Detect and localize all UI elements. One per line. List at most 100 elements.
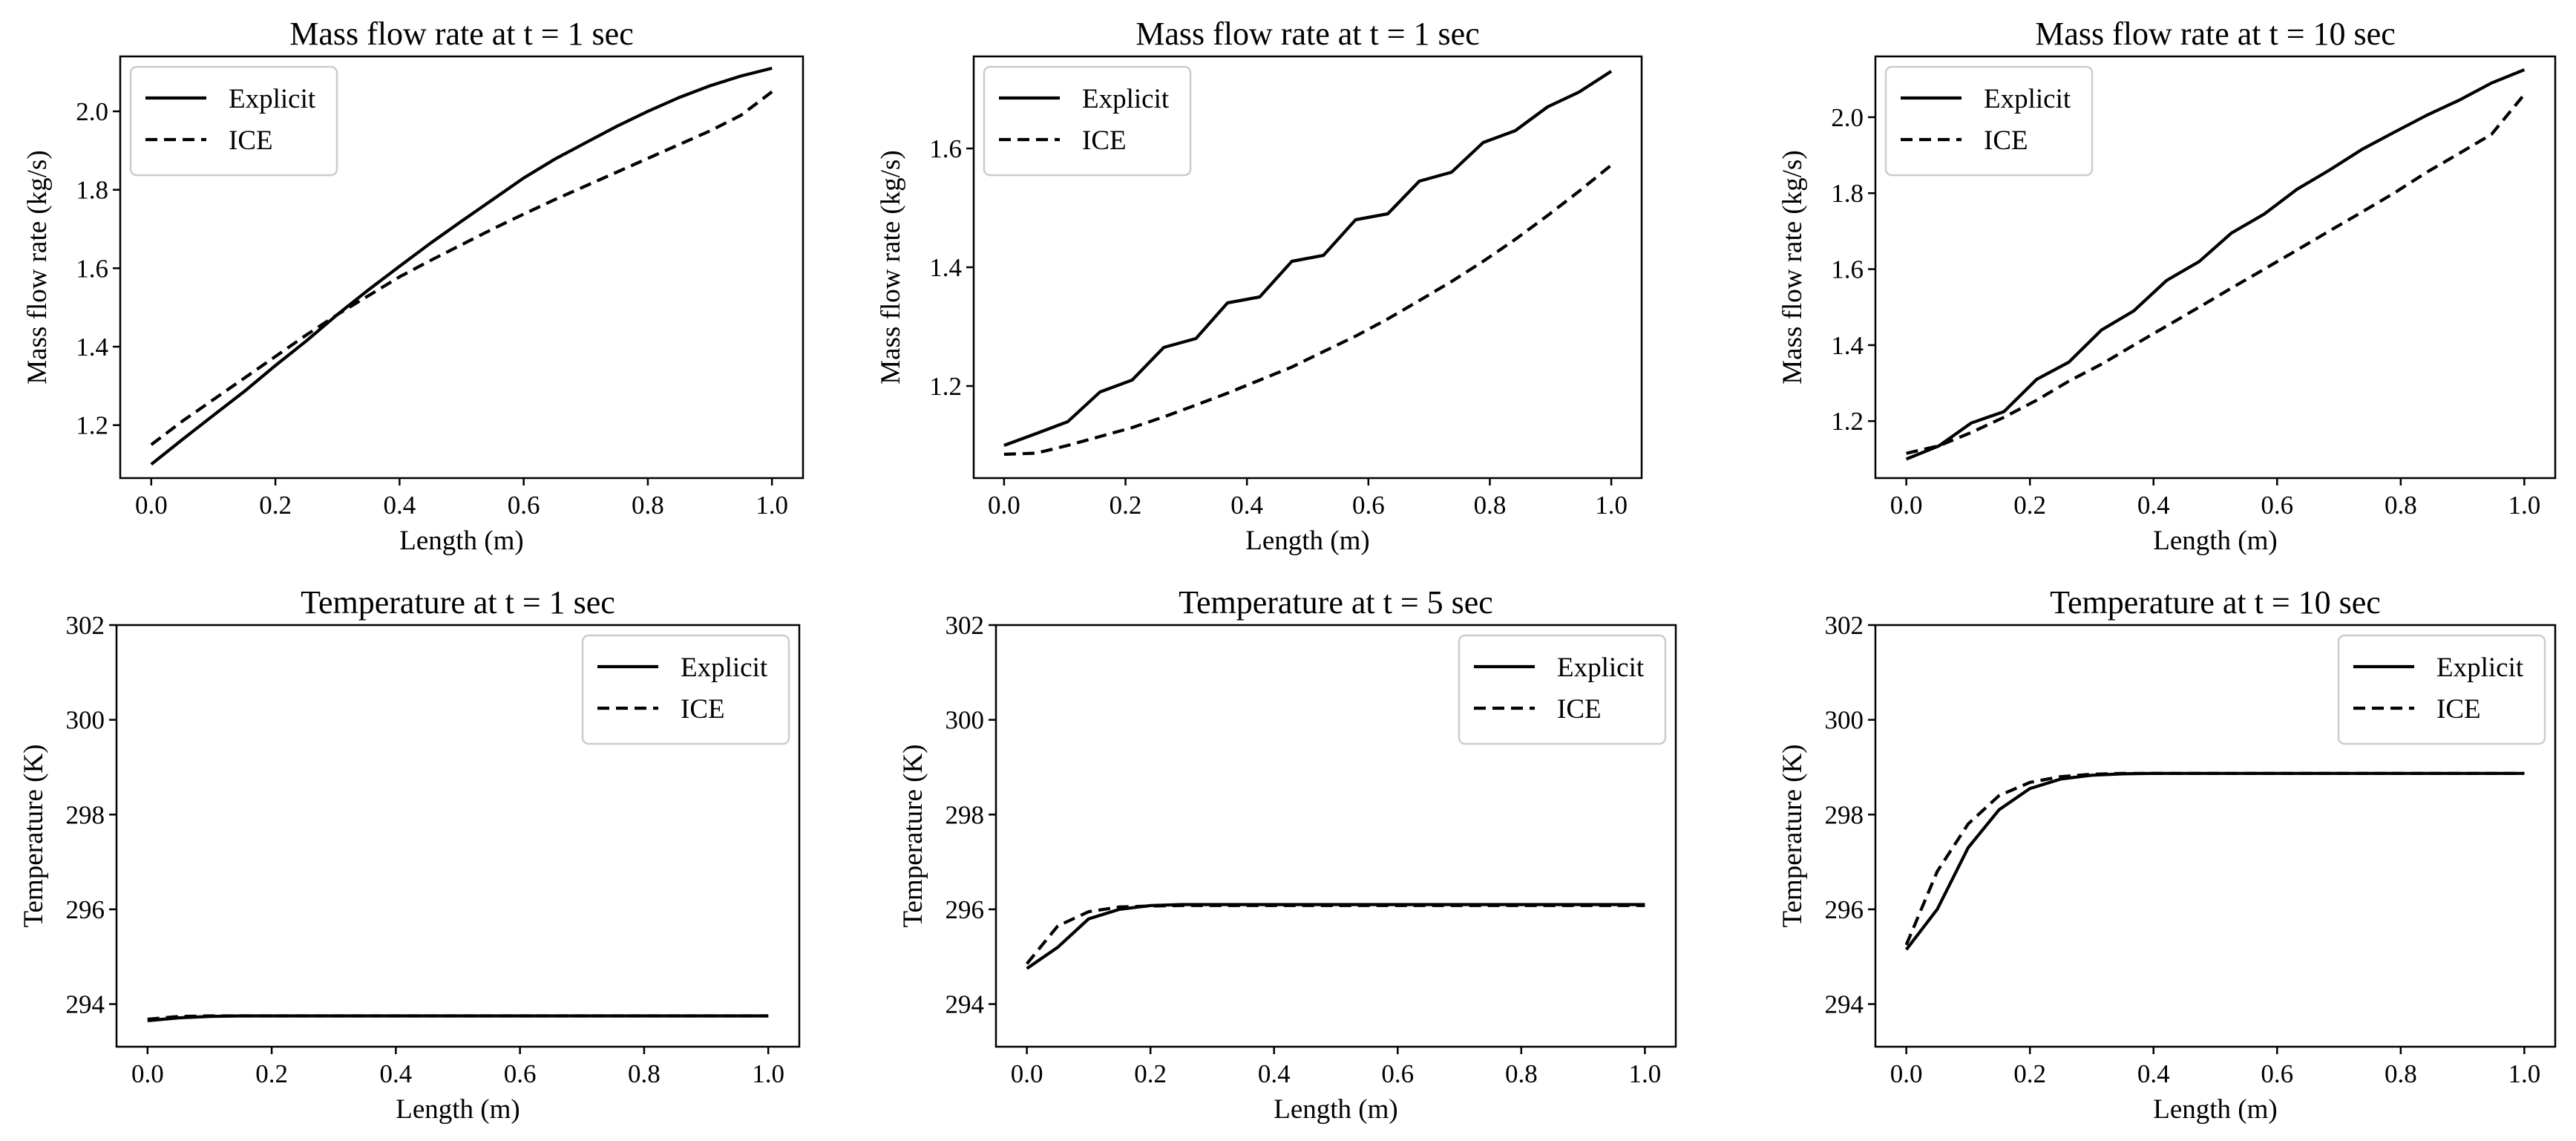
- y-axis-label: Mass flow rate (kg/s): [876, 150, 906, 384]
- x-tick-label: 0.0: [988, 491, 1020, 520]
- x-tick-label: 0.4: [379, 1059, 412, 1088]
- x-tick-label: 0.2: [2013, 1059, 2046, 1088]
- x-tick-label: 0.2: [2013, 491, 2046, 520]
- y-axis-label: Temperature (K): [1777, 744, 1808, 927]
- y-tick-label: 2.0: [76, 97, 108, 126]
- x-tick-label: 0.4: [1230, 491, 1263, 520]
- y-tick-label: 296: [1825, 895, 1864, 924]
- legend-label-explicit: Explicit: [1557, 653, 1645, 683]
- series-line-ice: [1904, 771, 2525, 946]
- x-axis-label: Length (m): [399, 526, 523, 556]
- legend-label-ice: ICE: [2436, 694, 2481, 725]
- subplot-2: 0.0 0.2 0.4 0.6 0.8 1.0 1.2 1.4 1.6 Mass flow rat…: [876, 16, 1643, 556]
- axes-frame: [1874, 624, 2557, 1048]
- x-tick-label: 0.4: [2137, 491, 2170, 520]
- series-line-explicit: [1026, 903, 1645, 970]
- legend-box: [129, 65, 338, 177]
- y-tick-label: 1.8: [1831, 179, 1864, 208]
- x-tick-label: 0.0: [131, 1059, 164, 1088]
- series-line-explicit: [1905, 68, 2526, 461]
- x-tick-label: 0.6: [2261, 491, 2293, 520]
- x-tick-label: 0.8: [2385, 491, 2417, 520]
- legend-label-ice: ICE: [1082, 125, 1127, 156]
- y-axis-label: Mass flow rate (kg/s): [22, 150, 53, 384]
- x-tick-label: 0.8: [632, 491, 664, 520]
- axes-frame: [994, 624, 1677, 1048]
- y-tick-label: 296: [945, 895, 985, 924]
- series-line-ice: [1003, 163, 1613, 457]
- legend: Explicit ICE: [1458, 634, 1667, 745]
- y-tick-label: 296: [66, 895, 105, 924]
- x-tick-label: 0.8: [2385, 1059, 2417, 1088]
- x-tick-label: 1.0: [2508, 491, 2540, 520]
- legend-label-explicit: Explicit: [1082, 84, 1170, 114]
- legend-label-ice: ICE: [1984, 125, 2028, 156]
- y-tick-label: 302: [66, 611, 105, 640]
- x-axis-label: Length (m): [1274, 1094, 1397, 1125]
- y-tick-label: 300: [945, 706, 985, 735]
- subplot-1: 0.0 0.2 0.4 0.6 0.8 1.0 1.2 1.4 1.6 1.8 2.0 Mass fl…: [22, 16, 804, 556]
- legend: Explicit ICE: [581, 634, 790, 745]
- legend-box: [1458, 634, 1667, 745]
- legend-label-explicit: Explicit: [2436, 653, 2524, 683]
- subplot-3: 0.0 0.2 0.4 0.6 0.8 1.0 1.2 1.4 1.6 1.8 2.0 Mass fl…: [1777, 16, 2557, 556]
- x-tick-label: 0.4: [383, 491, 416, 520]
- x-tick-label: 0.8: [628, 1059, 661, 1088]
- y-tick-label: 302: [1825, 611, 1864, 640]
- axes-frame: [1874, 55, 2557, 480]
- series-line-explicit: [1003, 70, 1613, 447]
- x-tick-label: 0.6: [1352, 491, 1385, 520]
- x-tick-label: 0.2: [255, 1059, 288, 1088]
- x-tick-label: 1.0: [756, 491, 788, 520]
- x-axis-label: Length (m): [2153, 1094, 2277, 1125]
- series-line-ice: [150, 90, 773, 446]
- subplot-4: 0.0 0.2 0.4 0.6 0.8 1.0 294 296 298 300 302 Tempera…: [19, 584, 801, 1125]
- y-tick-label: 300: [66, 706, 105, 735]
- chart-title: Temperature at t = 1 sec: [301, 584, 615, 621]
- y-axis-label: Mass flow rate (kg/s): [1777, 150, 1808, 384]
- x-tick-label: 1.0: [1628, 1059, 1661, 1088]
- x-tick-label: 1.0: [1595, 491, 1628, 520]
- chart-title: Mass flow rate at t = 1 sec: [289, 16, 633, 52]
- y-tick-label: 1.2: [1831, 407, 1864, 436]
- y-tick-label: 300: [1825, 706, 1864, 735]
- series-line-ice: [147, 1014, 769, 1021]
- y-tick-label: 1.6: [76, 254, 108, 283]
- y-axis-label: Temperature (K): [898, 744, 928, 927]
- chart-title: Mass flow rate at t = 1 sec: [1135, 16, 1479, 52]
- legend-label-explicit: Explicit: [681, 653, 768, 683]
- legend-label-ice: ICE: [229, 125, 273, 156]
- x-tick-label: 0.8: [1474, 491, 1507, 520]
- x-axis-label: Length (m): [396, 1094, 520, 1125]
- y-tick-label: 298: [66, 800, 105, 829]
- x-tick-label: 0.4: [2137, 1059, 2170, 1088]
- chart-title: Temperature at t = 10 sec: [2050, 584, 2381, 621]
- y-tick-label: 294: [1825, 990, 1864, 1019]
- x-tick-label: 0.6: [504, 1059, 537, 1088]
- x-tick-label: 0.8: [1505, 1059, 1538, 1088]
- series-line-explicit: [1904, 771, 2525, 951]
- x-tick-label: 0.0: [1890, 491, 1923, 520]
- y-tick-label: 1.2: [76, 411, 108, 440]
- y-tick-label: 1.4: [929, 253, 962, 282]
- y-tick-label: 302: [945, 611, 985, 640]
- y-tick-label: 1.6: [929, 134, 962, 163]
- x-tick-label: 1.0: [752, 1059, 784, 1088]
- subplot-5: 0.0 0.2 0.4 0.6 0.8 1.0 294 296 298 300 302 Tempera…: [898, 584, 1677, 1125]
- legend-box: [581, 634, 790, 745]
- x-tick-label: 1.0: [2508, 1059, 2540, 1088]
- y-tick-label: 1.6: [1831, 255, 1864, 284]
- legend: Explicit ICE: [983, 65, 1192, 177]
- series-line-ice: [1025, 903, 1645, 965]
- legend-label-ice: ICE: [1557, 694, 1602, 725]
- axes-frame: [119, 55, 804, 480]
- series-line-explicit: [150, 66, 773, 466]
- x-tick-label: 0.2: [1110, 491, 1142, 520]
- y-tick-label: 294: [66, 990, 105, 1019]
- x-tick-label: 0.6: [1381, 1059, 1414, 1088]
- series-line-ice: [1906, 93, 2526, 455]
- chart-title: Mass flow rate at t = 10 sec: [2035, 16, 2395, 52]
- x-tick-label: 0.2: [1134, 1059, 1167, 1088]
- x-tick-label: 0.0: [135, 491, 168, 520]
